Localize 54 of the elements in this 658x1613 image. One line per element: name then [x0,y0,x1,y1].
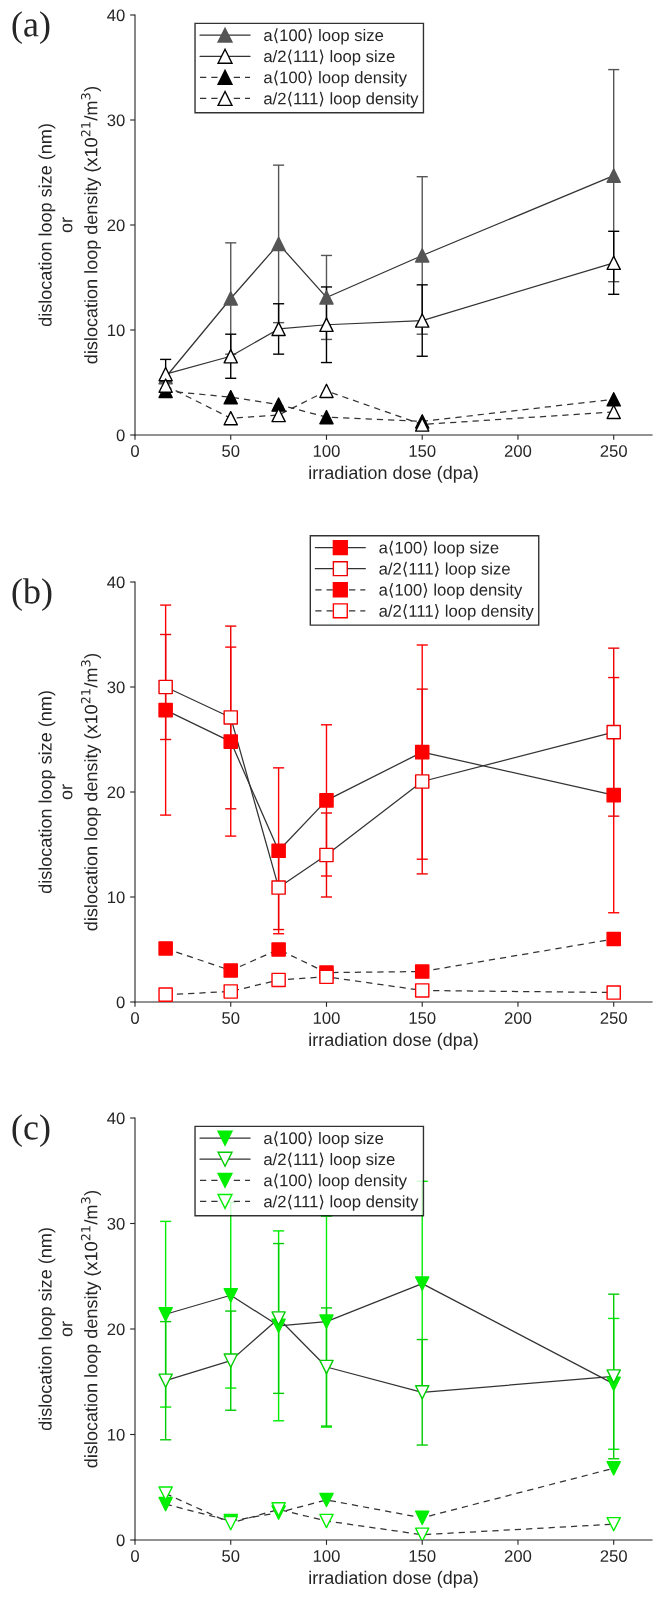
x-tick-label: 100 [313,1550,340,1562]
legend-label: a⟨100⟩ loop size [379,540,499,557]
legend-label: a/2⟨111⟩ loop density [264,91,419,108]
y-tick-label: 10 [108,324,125,337]
y-tick-label: 30 [107,681,125,694]
y-axis-title: dislocation loop size (nm) or dislocation loop density (x10$^{21}$/m$^{3}$) [38,86,101,364]
x-tick-label: 0 [131,1550,139,1562]
x-tick-label: 0 [131,445,139,457]
legend-label: a⟨100⟩ loop size [264,28,384,45]
x-tick-label: 250 [600,445,627,457]
legend-label: a/2⟨111⟩ loop density [379,604,534,621]
y-tick-label: 0 [116,429,125,442]
y-tick-label: 20 [107,219,125,232]
x-axis-title: irradiation dose (dpa) [309,1570,478,1588]
legend-label: a⟨100⟩ loop density [379,582,523,600]
x-tick-label: 0 [131,1012,139,1024]
x-tick-label: 150 [409,1012,436,1024]
legend-label: a⟨100⟩ loop density [264,1173,407,1190]
y-axis-title: dislocation loop size (nm) or dislocation loop density (x10$^{21}$/m$^{3}$) [38,653,101,931]
x-tick-label: 200 [504,1012,532,1024]
y-tick-label: 0 [116,1534,125,1547]
y-tick-label: 30 [107,1217,125,1230]
x-tick-label: 250 [600,1550,627,1562]
x-tick-label: 150 [409,445,436,457]
y-tick-label: 40 [107,576,125,589]
x-tick-label: 50 [222,1550,240,1562]
x-tick-label: 200 [504,445,532,457]
y-tick-label: 20 [107,1323,125,1336]
x-axis-title: irradiation dose (dpa) [309,465,478,483]
x-tick-label: 100 [313,445,340,457]
legend-label: a/2⟨111⟩ loop size [264,49,395,66]
legend-label: a⟨100⟩ loop density [264,70,407,87]
legend-label: a/2⟨111⟩ loop density [264,1194,419,1211]
x-tick-label: 100 [313,1012,340,1024]
x-tick-label: 50 [222,445,240,457]
chart-title: (c) [12,1114,50,1148]
y-axis-title: dislocation loop size (nm) or dislocation loop density (x10$^{21}$/m$^{3}$) [38,1190,101,1468]
y-tick-label: 20 [107,786,125,799]
x-tick-label: 50 [222,1012,240,1024]
y-tick-label: 10 [108,1428,125,1441]
legend-label: a⟨100⟩ loop size [264,1131,384,1148]
x-tick-label: 150 [409,1550,436,1562]
y-tick-label: 0 [116,996,125,1009]
y-tick-label: 40 [107,1112,125,1125]
x-axis-title: irradiation dose (dpa) [309,1032,478,1050]
y-tick-label: 10 [108,891,125,904]
legend-label: a/2⟨111⟩ loop size [379,561,510,578]
x-tick-label: 250 [600,1012,627,1024]
y-tick-label: 40 [107,9,125,22]
y-tick-label: 30 [107,114,125,127]
chart-title: (b) [12,578,52,611]
legend-label: a/2⟨111⟩ loop size [264,1152,395,1169]
x-tick-label: 200 [504,1550,532,1562]
chart-title: (a) [12,11,50,44]
